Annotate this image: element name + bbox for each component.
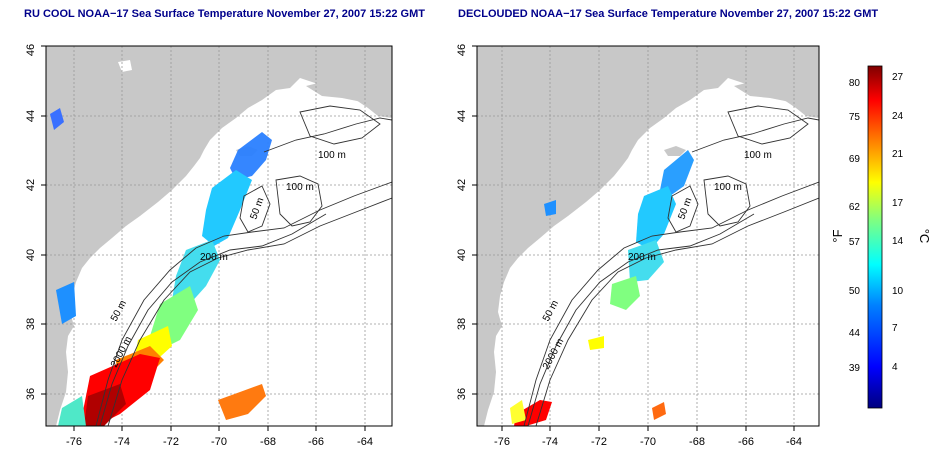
lon-tick-label: -76 bbox=[66, 436, 82, 448]
lat-tick-label: 46 bbox=[25, 44, 37, 56]
lon-tick-label: -72 bbox=[163, 436, 179, 448]
lon-tick-label: -74 bbox=[114, 436, 130, 448]
lon-tick-label: -70 bbox=[211, 436, 227, 448]
lon-tick-label: -74 bbox=[542, 436, 558, 448]
right-panel-title: DECLOUDED NOAA−17 Sea Surface Temperatur… bbox=[458, 8, 879, 20]
colorbar-c-label: °C bbox=[917, 229, 932, 244]
lon-tick-label: -64 bbox=[357, 436, 373, 448]
colorbar-c-tick: 14 bbox=[892, 236, 904, 247]
contour-label: 100 m bbox=[286, 182, 314, 193]
lat-tick-label: 42 bbox=[456, 179, 468, 191]
lon-tick-label: -68 bbox=[689, 436, 705, 448]
colorbar-c-tick: 10 bbox=[892, 286, 904, 297]
colorbar-f-tick: 57 bbox=[849, 237, 861, 248]
lon-tick-label: -70 bbox=[640, 436, 656, 448]
colorbar-c-tick: 7 bbox=[892, 323, 898, 334]
lon-tick-label: -66 bbox=[308, 436, 324, 448]
lon-tick-label: -76 bbox=[494, 436, 510, 448]
colorbar-c-tick: 21 bbox=[892, 149, 904, 160]
contour-label: 200 m bbox=[628, 252, 656, 263]
colorbar-c-tick: 24 bbox=[892, 111, 904, 122]
lat-tick-label: 44 bbox=[456, 110, 468, 122]
contour-label: 100 m bbox=[714, 182, 742, 193]
lat-tick-label: 36 bbox=[25, 388, 37, 400]
colorbar-f-label: °F bbox=[830, 229, 845, 242]
lon-tick-label: -64 bbox=[786, 436, 802, 448]
colorbar bbox=[867, 65, 883, 409]
lon-tick-label: -66 bbox=[738, 436, 754, 448]
colorbar-f-tick: 75 bbox=[849, 112, 861, 123]
colorbar-f-tick: 50 bbox=[849, 286, 861, 297]
contour-label: 100 m bbox=[318, 150, 346, 161]
colorbar-f-tick: 80 bbox=[849, 78, 861, 89]
lat-tick-label: 36 bbox=[456, 388, 468, 400]
lat-tick-label: 38 bbox=[25, 318, 37, 330]
lat-tick-label: 44 bbox=[25, 110, 37, 122]
lat-tick-label: 46 bbox=[456, 44, 468, 56]
colorbar-f-tick: 44 bbox=[849, 328, 861, 339]
lat-tick-label: 42 bbox=[25, 179, 37, 191]
lat-tick-label: 40 bbox=[456, 249, 468, 261]
colorbar-c-tick: 4 bbox=[892, 362, 898, 373]
colorbar-f-tick: 39 bbox=[849, 363, 861, 374]
colorbar-c-tick: 17 bbox=[892, 198, 904, 209]
contour-label: 200 m bbox=[200, 252, 228, 263]
left-panel-title: RU COOL NOAA−17 Sea Surface Temperature … bbox=[24, 8, 425, 20]
colorbar-c-tick: 27 bbox=[892, 72, 904, 83]
colorbar-f-tick: 69 bbox=[849, 154, 861, 165]
sst-patch-cold bbox=[230, 132, 272, 180]
lat-tick-label: 38 bbox=[456, 318, 468, 330]
sst-patch-cold bbox=[660, 150, 694, 196]
land-mass bbox=[46, 46, 392, 426]
lat-tick-label: 40 bbox=[25, 249, 37, 261]
land-mass bbox=[477, 46, 819, 426]
lon-tick-label: -68 bbox=[260, 436, 276, 448]
colorbar-f-tick: 62 bbox=[849, 202, 861, 213]
lon-tick-label: -72 bbox=[591, 436, 607, 448]
contour-label: 100 m bbox=[744, 150, 772, 161]
